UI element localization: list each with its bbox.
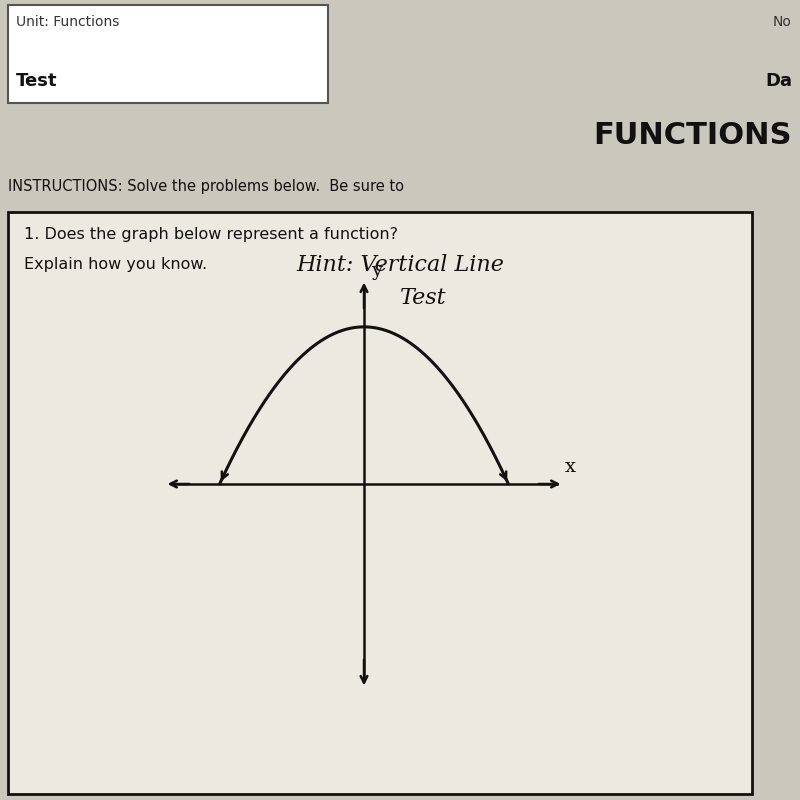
Text: Test: Test (16, 72, 58, 90)
Text: Unit: Functions: Unit: Functions (16, 14, 119, 29)
Text: Explain how you know.: Explain how you know. (24, 257, 207, 272)
Text: y: y (371, 262, 382, 280)
Text: x: x (565, 458, 576, 476)
Text: Hint: Vertical Line: Hint: Vertical Line (296, 254, 504, 276)
Text: Da: Da (765, 72, 792, 90)
FancyBboxPatch shape (8, 212, 752, 794)
FancyBboxPatch shape (8, 6, 328, 102)
Text: Test: Test (400, 287, 446, 309)
Text: No: No (773, 14, 792, 29)
Text: FUNCTIONS: FUNCTIONS (594, 121, 792, 150)
Text: INSTRUCTIONS: Solve the problems below.  Be sure to: INSTRUCTIONS: Solve the problems below. … (8, 178, 404, 194)
Text: 1. Does the graph below represent a function?: 1. Does the graph below represent a func… (24, 227, 398, 242)
